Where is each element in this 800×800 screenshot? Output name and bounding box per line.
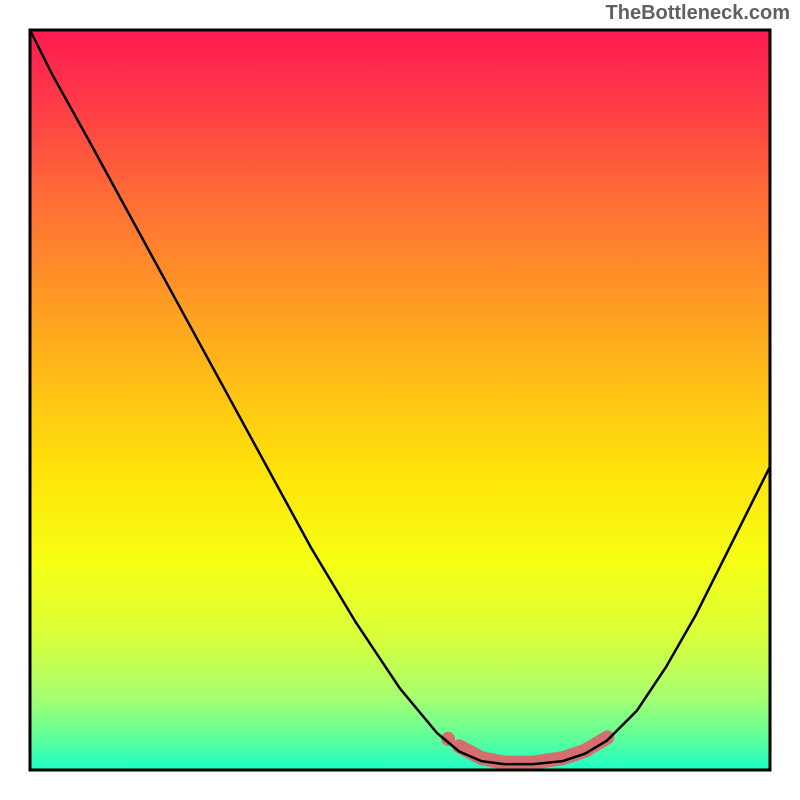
gradient-background [30, 30, 770, 770]
bottleneck-chart [0, 0, 800, 800]
watermark-text: TheBottleneck.com [606, 2, 790, 25]
